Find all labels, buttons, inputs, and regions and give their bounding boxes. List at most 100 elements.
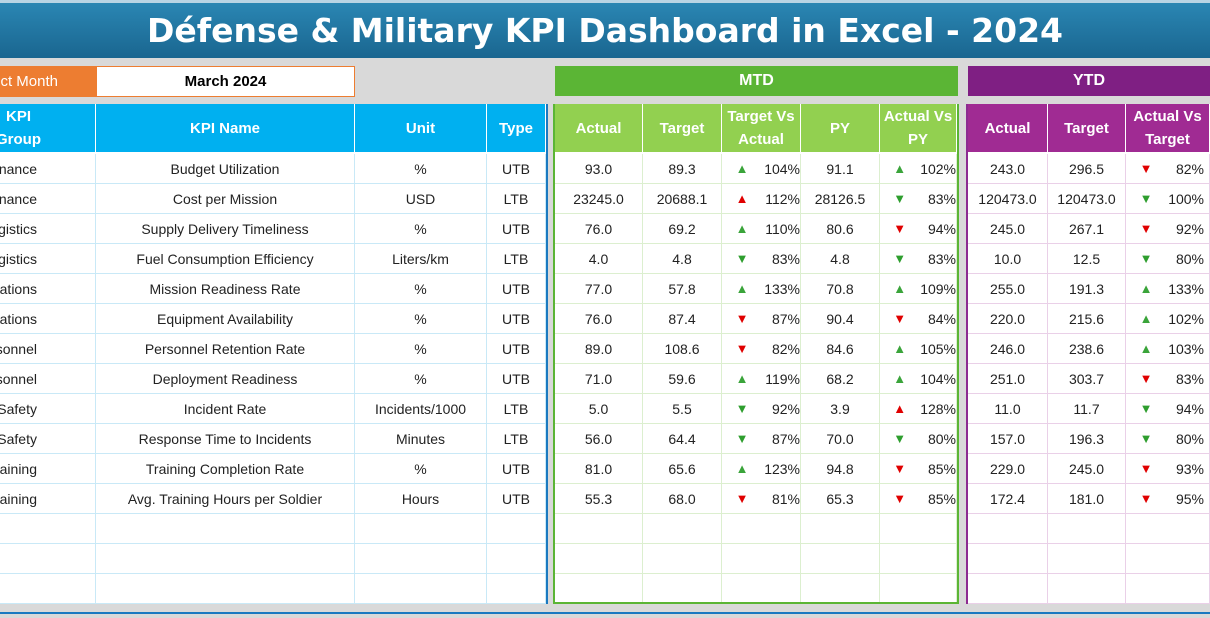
py-cell: 68.2 [801, 364, 880, 394]
kpi-group-cell: Logistics [0, 214, 96, 244]
kpi-group-cell: Finance [0, 154, 96, 184]
unit-cell: % [355, 334, 487, 364]
actual-vs-py-cell: ▲ 102% [880, 154, 957, 184]
percent-value: 94% [1175, 400, 1204, 417]
ytd-target-cell: 296.5 [1048, 154, 1126, 184]
header-target-vs-actual: Target Vs Actual [722, 104, 801, 152]
percent-value: 103% [1168, 340, 1204, 357]
kpi-group-cell: Training [0, 484, 96, 514]
kpi-group-cell: Logistics [0, 244, 96, 274]
percent-value: 133% [764, 280, 800, 297]
kpi-name-cell: Equipment Availability [96, 304, 355, 334]
actual-vs-py-cell: ▼ 80% [880, 424, 957, 454]
ytd-target-cell: 181.0 [1048, 484, 1126, 514]
header-actual-vs-target: Actual Vs Target [1126, 104, 1210, 152]
ytd-actual-vs-target-cell: ▼ 93% [1126, 454, 1210, 484]
percent-value: 102% [920, 160, 956, 177]
type-cell: UTB [487, 364, 546, 394]
actual-vs-py-cell: ▼ 83% [880, 184, 957, 214]
percent-value: 100% [1168, 190, 1204, 207]
empty-cell [355, 574, 487, 604]
percent-value: 80% [927, 430, 956, 447]
ytd-actual-vs-target-cell: ▲ 133% [1126, 274, 1210, 304]
empty-cell [1048, 574, 1126, 604]
py-cell: 94.8 [801, 454, 880, 484]
arrow-down-red-icon: ▼ [893, 311, 907, 326]
header-kpi-name: KPI Name [96, 104, 355, 152]
py-cell: 65.3 [801, 484, 880, 514]
arrow-up-red-icon: ▲ [893, 401, 907, 416]
arrow-down-red-icon: ▼ [1139, 461, 1153, 476]
mtd-target-cell: 4.8 [643, 244, 722, 274]
ytd-actual-cell: 220.0 [968, 304, 1048, 334]
kpi-group-cell: Operations [0, 304, 96, 334]
arrow-down-red-icon: ▼ [735, 491, 749, 506]
type-cell: UTB [487, 274, 546, 304]
ytd-actual-cell: 11.0 [968, 394, 1048, 424]
percent-value: 92% [771, 400, 800, 417]
kpi-group-cell: Safety [0, 424, 96, 454]
empty-cell [643, 574, 722, 602]
kpi-name-cell: Cost per Mission [96, 184, 355, 214]
unit-cell: Incidents/1000 [355, 394, 487, 424]
empty-cell [880, 574, 957, 602]
type-cell: UTB [487, 214, 546, 244]
empty-cell [968, 544, 1048, 574]
mtd-target-cell: 20688.1 [643, 184, 722, 214]
arrow-down-red-icon: ▼ [893, 461, 907, 476]
type-cell: UTB [487, 334, 546, 364]
ytd-actual-vs-target-cell: ▲ 103% [1126, 334, 1210, 364]
mtd-actual-cell: 4.0 [555, 244, 643, 274]
percent-value: 105% [920, 340, 956, 357]
ytd-target-cell: 238.6 [1048, 334, 1126, 364]
mtd-target-vs-actual-cell: ▼ 81% [722, 484, 801, 514]
arrow-up-green-icon: ▲ [735, 461, 749, 476]
percent-value: 128% [920, 400, 956, 417]
ytd-target-cell: 191.3 [1048, 274, 1126, 304]
py-cell: 70.8 [801, 274, 880, 304]
arrow-down-red-icon: ▼ [735, 341, 749, 356]
percent-value: 87% [771, 430, 800, 447]
arrow-down-green-icon: ▼ [893, 251, 907, 266]
ytd-actual-cell: 120473.0 [968, 184, 1048, 214]
arrow-up-green-icon: ▲ [735, 221, 749, 236]
kpi-group-cell: Personnel [0, 334, 96, 364]
mtd-target-vs-actual-cell: ▼ 83% [722, 244, 801, 274]
mtd-actual-cell: 77.0 [555, 274, 643, 304]
percent-value: 82% [771, 340, 800, 357]
mtd-target-cell: 59.6 [643, 364, 722, 394]
bottom-border [0, 612, 1210, 614]
percent-value: 95% [1175, 490, 1204, 507]
header-py: PY [801, 104, 880, 152]
arrow-down-green-icon: ▼ [1139, 401, 1153, 416]
mtd-actual-cell: 5.0 [555, 394, 643, 424]
month-selector[interactable]: March 2024 [96, 66, 355, 97]
percent-value: 85% [927, 460, 956, 477]
ytd-actual-vs-target-cell: ▼ 83% [1126, 364, 1210, 394]
kpi-name-cell: Budget Utilization [96, 154, 355, 184]
empty-cell [487, 574, 546, 604]
kpi-name-cell: Training Completion Rate [96, 454, 355, 484]
ytd-actual-vs-target-cell: ▼ 82% [1126, 154, 1210, 184]
empty-cell [968, 574, 1048, 604]
percent-value: 82% [1175, 160, 1204, 177]
type-cell: LTB [487, 244, 546, 274]
ytd-target-cell: 11.7 [1048, 394, 1126, 424]
empty-cell [96, 574, 355, 604]
ytd-actual-vs-target-cell: ▼ 80% [1126, 244, 1210, 274]
kpi-name-cell: Mission Readiness Rate [96, 274, 355, 304]
empty-cell [555, 514, 643, 544]
empty-cell [355, 514, 487, 544]
ytd-target-cell: 267.1 [1048, 214, 1126, 244]
type-cell: UTB [487, 454, 546, 484]
empty-cell [801, 514, 880, 544]
empty-cell [555, 544, 643, 574]
arrow-down-green-icon: ▼ [893, 431, 907, 446]
arrow-up-green-icon: ▲ [1139, 341, 1153, 356]
ytd-actual-cell: 251.0 [968, 364, 1048, 394]
empty-cell [0, 574, 96, 604]
percent-value: 80% [1175, 430, 1204, 447]
mtd-actual-cell: 23245.0 [555, 184, 643, 214]
empty-cell [355, 544, 487, 574]
arrow-down-green-icon: ▼ [893, 191, 907, 206]
